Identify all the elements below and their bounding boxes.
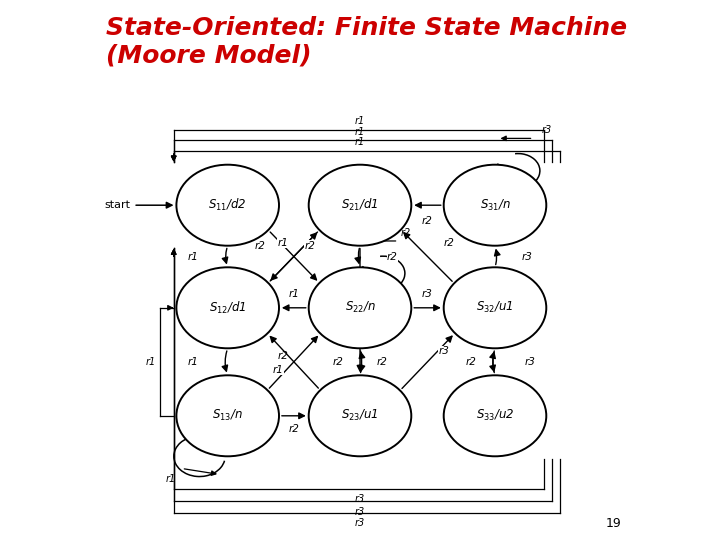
Text: r2: r2 <box>422 217 433 226</box>
Text: r1: r1 <box>145 357 156 367</box>
Text: r1: r1 <box>355 126 365 137</box>
Text: r2: r2 <box>289 424 300 434</box>
Text: r2: r2 <box>333 357 344 367</box>
Ellipse shape <box>176 375 279 456</box>
Text: r1: r1 <box>278 238 289 248</box>
Text: r2: r2 <box>305 241 315 251</box>
Text: r2: r2 <box>444 238 454 248</box>
Text: r1: r1 <box>289 289 300 299</box>
Text: $S_{12}$/d1: $S_{12}$/d1 <box>209 300 246 316</box>
Text: r3: r3 <box>355 507 365 517</box>
Text: 19: 19 <box>606 517 622 530</box>
Text: $S_{22}$/n: $S_{22}$/n <box>345 300 375 315</box>
Text: r1: r1 <box>355 137 365 147</box>
Text: r3: r3 <box>355 494 365 504</box>
Ellipse shape <box>444 375 546 456</box>
Text: r3: r3 <box>541 125 552 136</box>
Text: r2: r2 <box>465 357 476 367</box>
Text: $S_{31}$/n: $S_{31}$/n <box>480 198 510 213</box>
Text: r3: r3 <box>371 295 382 305</box>
Text: r2: r2 <box>376 357 387 367</box>
Ellipse shape <box>309 267 411 348</box>
Text: r1: r1 <box>272 365 283 375</box>
Text: $S_{32}$/u1: $S_{32}$/u1 <box>477 300 513 315</box>
Text: $S_{11}$/d2: $S_{11}$/d2 <box>209 197 247 213</box>
Text: r3: r3 <box>522 252 533 261</box>
Ellipse shape <box>176 267 279 348</box>
Text: r1: r1 <box>166 474 176 484</box>
Text: r3: r3 <box>525 357 536 367</box>
Text: $S_{23}$/u1: $S_{23}$/u1 <box>341 408 379 423</box>
Text: State-Oriented: Finite State Machine
(Moore Model): State-Oriented: Finite State Machine (Mo… <box>107 16 627 67</box>
Text: r1: r1 <box>355 116 365 126</box>
Text: $S_{33}$/u2: $S_{33}$/u2 <box>476 408 514 423</box>
Text: r1: r1 <box>187 252 198 261</box>
Text: r3: r3 <box>438 346 449 356</box>
Ellipse shape <box>176 165 279 246</box>
Text: $S_{21}$/d1: $S_{21}$/d1 <box>341 197 379 213</box>
Text: start: start <box>104 200 130 210</box>
Text: r1: r1 <box>187 357 198 367</box>
Text: $S_{13}$/n: $S_{13}$/n <box>212 408 243 423</box>
Text: r3: r3 <box>355 518 365 529</box>
Ellipse shape <box>444 165 546 246</box>
Ellipse shape <box>309 165 411 246</box>
Text: r3: r3 <box>422 289 433 299</box>
Ellipse shape <box>309 375 411 456</box>
Text: r2: r2 <box>401 228 411 238</box>
Ellipse shape <box>444 267 546 348</box>
Text: r2: r2 <box>387 252 398 261</box>
Text: r2: r2 <box>278 352 289 361</box>
Text: r2: r2 <box>255 241 266 251</box>
